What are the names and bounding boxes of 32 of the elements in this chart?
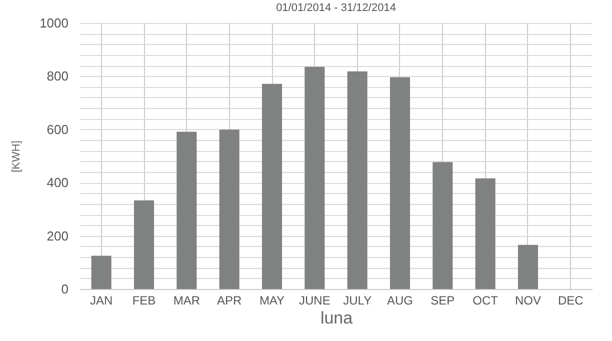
y-tick-label: 1000 xyxy=(40,16,68,30)
x-tick-label: JAN xyxy=(90,294,113,308)
bar xyxy=(176,132,197,289)
bar xyxy=(347,71,368,289)
y-tick-label: 200 xyxy=(46,228,68,244)
x-tick-label: JUNE xyxy=(298,294,330,308)
bar xyxy=(262,84,282,289)
y-tick-label: 600 xyxy=(46,122,68,137)
bar xyxy=(518,244,538,289)
bar xyxy=(475,178,496,289)
y-axis-title: [KWH] xyxy=(10,140,23,172)
x-tick-label: MAY xyxy=(259,294,285,308)
x-tick-label: FEB xyxy=(132,294,156,308)
x-tick-label: APR xyxy=(216,294,242,308)
bar xyxy=(219,130,240,289)
chart-title: 01/01/2014 - 31/12/2014 xyxy=(276,2,396,14)
bar xyxy=(432,162,453,289)
y-tick-label: 400 xyxy=(46,175,68,190)
y-tick-label: 0 xyxy=(61,282,68,296)
x-tick-label: DEC xyxy=(558,294,584,308)
x-tick-label: JULY xyxy=(343,294,372,308)
x-tick-label: MAR xyxy=(173,294,200,308)
bar xyxy=(304,66,325,289)
x-tick-label: AUG xyxy=(386,294,414,308)
y-tick-label: 800 xyxy=(46,68,68,84)
x-tick-label: OCT xyxy=(472,294,499,308)
x-tick-label: SEP xyxy=(430,294,455,308)
bar xyxy=(390,77,410,289)
bar xyxy=(91,256,112,289)
x-axis-title: luna xyxy=(320,308,354,328)
bar xyxy=(134,200,154,289)
x-tick-label: NOV xyxy=(514,294,542,308)
